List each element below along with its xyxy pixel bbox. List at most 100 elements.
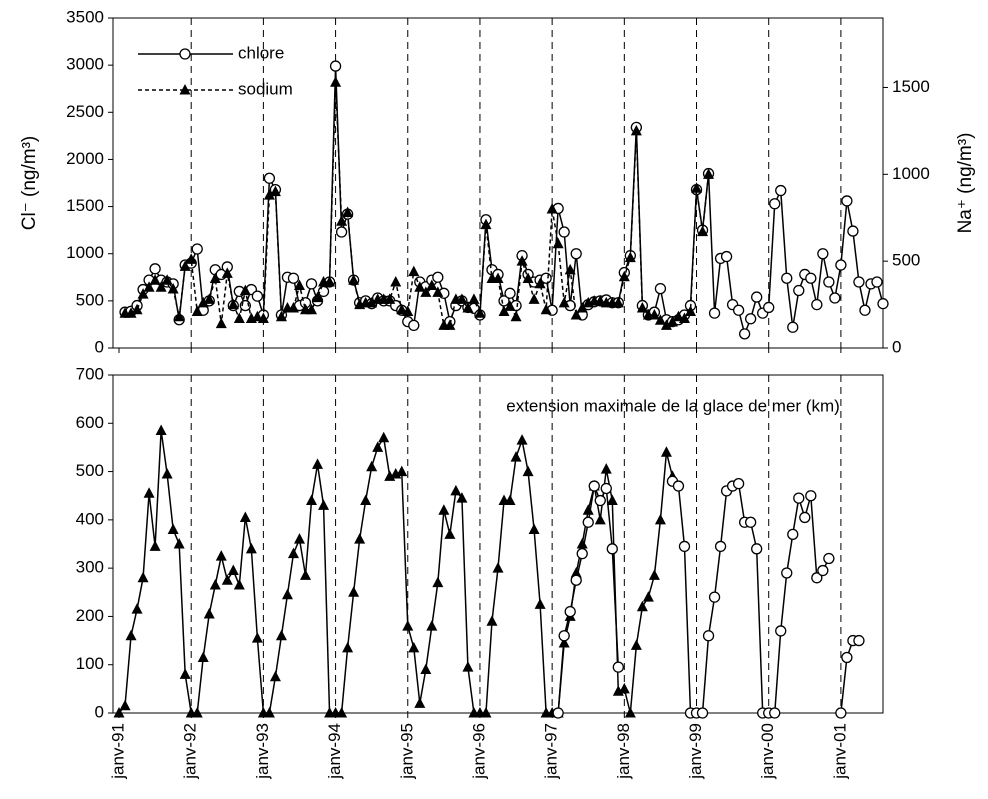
marker-circle <box>871 276 883 288</box>
marker-circle <box>708 591 721 603</box>
marker-triangle <box>678 312 690 323</box>
marker-triangle <box>660 446 672 457</box>
marker-triangle <box>179 260 191 271</box>
marker-circle <box>432 271 444 283</box>
marker-circle <box>287 272 300 284</box>
marker-triangle <box>426 279 438 290</box>
y-tick-label: 0 <box>95 702 104 721</box>
marker-triangle <box>414 697 426 708</box>
marker-triangle <box>408 641 420 653</box>
marker-triangle <box>185 253 197 264</box>
x-tick-label: janv-95 <box>397 723 416 780</box>
marker-circle <box>504 287 516 299</box>
marker-circle <box>678 540 691 553</box>
marker-triangle <box>173 310 185 322</box>
y2-tick-label: 1000 <box>892 164 930 183</box>
marker-triangle <box>492 272 504 284</box>
marker-triangle <box>239 284 251 296</box>
marker-triangle <box>227 564 239 576</box>
marker-circle <box>540 272 552 284</box>
y-tick-label: 2000 <box>66 149 104 168</box>
marker-triangle <box>125 629 137 641</box>
marker-circle <box>570 574 582 586</box>
marker-triangle <box>366 460 378 472</box>
marker-triangle <box>630 124 642 136</box>
marker-circle <box>793 284 805 297</box>
marker-circle <box>817 248 829 260</box>
marker-circle <box>853 634 865 647</box>
marker-circle <box>841 195 853 207</box>
marker-triangle <box>510 451 522 462</box>
marker-circle <box>552 707 564 719</box>
marker-circle <box>732 304 745 316</box>
plot-frame <box>112 17 884 349</box>
marker-triangle <box>384 293 396 304</box>
marker-circle <box>745 313 757 325</box>
marker-triangle <box>528 293 540 304</box>
y2-tick-label: 0 <box>892 337 901 356</box>
marker-triangle <box>390 276 402 287</box>
marker-circle <box>570 248 582 260</box>
y-tick-label: 0 <box>95 337 104 356</box>
marker-triangle <box>691 182 703 193</box>
marker-triangle <box>251 632 263 643</box>
x-tick-label: janv-93 <box>253 723 272 780</box>
x-tick-label: janv-96 <box>469 723 488 780</box>
marker-triangle <box>570 566 582 578</box>
marker-circle <box>853 276 865 288</box>
marker-triangle <box>287 302 299 313</box>
legend-marker <box>179 84 191 95</box>
y-tick-label: 100 <box>76 654 104 673</box>
marker-triangle <box>330 76 342 87</box>
marker-triangle <box>456 492 468 503</box>
marker-triangle <box>666 315 678 327</box>
y-tick-label: 1500 <box>66 196 104 215</box>
marker-triangle <box>161 274 173 285</box>
marker-circle <box>702 630 715 642</box>
marker-circle <box>738 328 751 340</box>
marker-circle <box>745 516 757 528</box>
marker-triangle <box>576 302 588 313</box>
marker-triangle <box>498 305 510 317</box>
marker-triangle <box>342 641 354 653</box>
marker-circle <box>805 272 817 284</box>
marker-circle <box>841 651 853 664</box>
marker-triangle <box>191 707 203 718</box>
marker-triangle <box>504 300 516 311</box>
marker-circle <box>847 225 859 237</box>
marker-triangle <box>504 494 516 506</box>
y-tick-label: 3000 <box>66 55 104 74</box>
marker-triangle <box>149 540 161 551</box>
marker-circle <box>732 477 745 490</box>
marker-triangle <box>300 569 311 580</box>
marker-triangle <box>197 296 209 308</box>
marker-triangle <box>438 504 450 515</box>
marker-triangle <box>257 312 269 323</box>
marker-circle <box>317 285 330 298</box>
y-tick-label: 500 <box>76 461 104 480</box>
marker-circle <box>600 482 612 495</box>
marker-triangle <box>456 293 468 304</box>
y-tick-label: 2500 <box>66 102 104 121</box>
marker-triangle <box>570 309 582 320</box>
marker-triangle <box>378 431 390 443</box>
marker-circle <box>793 492 805 504</box>
marker-triangle <box>582 504 594 515</box>
marker-circle <box>564 605 576 618</box>
marker-triangle <box>618 682 630 694</box>
x-tick-label: janv-99 <box>686 723 705 780</box>
marker-circle <box>588 480 600 492</box>
marker-triangle <box>558 296 570 308</box>
marker-triangle <box>685 305 696 317</box>
marker-triangle <box>269 185 281 197</box>
marker-circle <box>720 250 733 263</box>
marker-triangle <box>612 296 624 308</box>
series-line <box>557 480 859 714</box>
marker-triangle <box>167 523 179 535</box>
marker-triangle <box>143 281 155 292</box>
marker-triangle <box>402 305 414 317</box>
marker-triangle <box>534 277 546 289</box>
marker-circle <box>708 307 721 319</box>
marker-triangle <box>420 663 432 675</box>
marker-triangle <box>396 303 408 315</box>
